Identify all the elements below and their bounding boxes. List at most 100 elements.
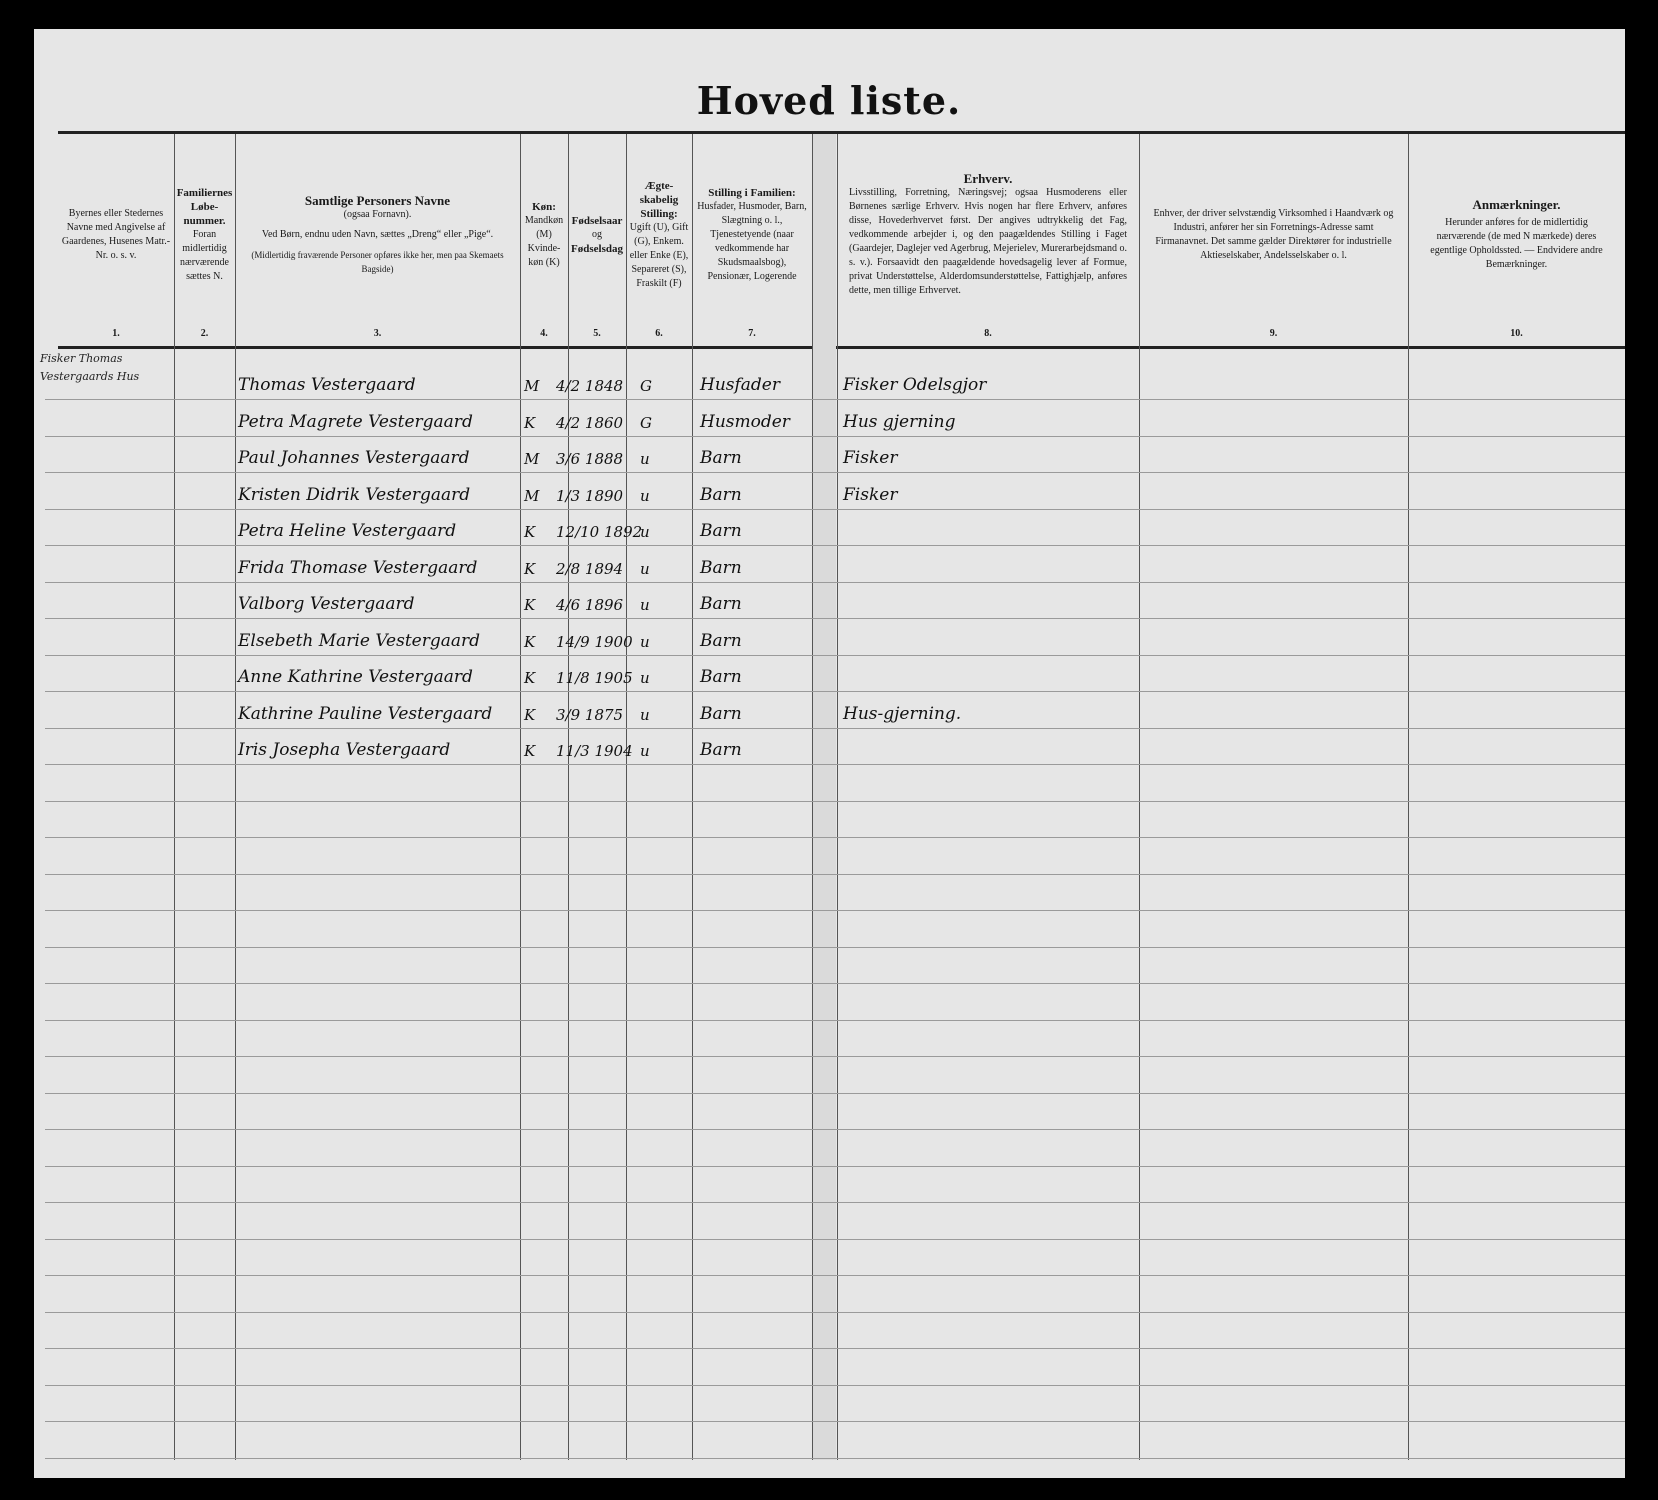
cell-name: Iris Josepha Vestergaard xyxy=(238,740,451,760)
empty-row xyxy=(45,802,1625,838)
column-number: 9. xyxy=(1269,328,1278,339)
header-text: Fødselsdag xyxy=(571,243,623,255)
cell-sex: K xyxy=(524,632,536,651)
empty-row xyxy=(45,1349,1625,1386)
header-col-6: Ægte-skabelig Stilling: Ugift (U), Gift (… xyxy=(626,140,692,330)
cell-position: Barn xyxy=(700,557,742,578)
cell-name: Frida Thomase Vestergaard xyxy=(238,557,478,578)
header-head: Erhverv. xyxy=(963,171,1013,186)
cell-occupation: Hus-gjerning. xyxy=(843,703,962,724)
empty-row xyxy=(45,838,1625,875)
cell-sex: K xyxy=(524,596,536,614)
header-text: Foran midlertidig nærværende sættes N. xyxy=(180,229,229,282)
top-rule xyxy=(58,131,1625,134)
column-divider xyxy=(568,134,569,1460)
cell-marital: u xyxy=(640,559,650,578)
cell-sex: M xyxy=(524,486,540,505)
empty-row xyxy=(45,1240,1625,1276)
cell-occupation: Fisker xyxy=(843,484,898,505)
cell-born: 14/9 1900 xyxy=(556,632,633,651)
cell-name: Petra Magrete Vestergaard xyxy=(238,411,473,432)
cell-born: 4/2 1860 xyxy=(556,413,624,432)
person-row: Thomas Vestergaard M 4/2 1848 G Husfader Fisk… xyxy=(45,364,1625,400)
cell-name: Valborg Vestergaard xyxy=(238,594,415,614)
column-number: 2. xyxy=(200,328,209,339)
header-col-10: Anmærkninger. Herunder anføres for de mid… xyxy=(1408,140,1625,330)
header-head: Samtlige Personers Navne xyxy=(304,193,451,208)
empty-row xyxy=(45,1386,1625,1422)
address-entry: Fisker Thomas Vestergaards Hus xyxy=(40,352,140,383)
cell-occupation: Fisker Odelsgjor xyxy=(843,375,987,395)
cell-sex: K xyxy=(524,559,536,578)
header-col-4: Køn: Mandkøn (M) Kvinde-køn (K) xyxy=(520,140,568,330)
column-number: 7. xyxy=(748,328,756,339)
person-row: Paul Johannes Vestergaard M 3/6 1888 u Barn F… xyxy=(45,437,1625,473)
cell-position: Barn xyxy=(700,484,742,505)
header-text: Ved Børn, endnu uden Navn, sættes „Dreng… xyxy=(261,229,494,240)
cell-name: Kristen Didrik Vestergaard xyxy=(238,484,471,505)
cell-marital: G xyxy=(640,413,652,432)
column-divider xyxy=(812,134,813,1460)
cell-position: Husfader xyxy=(700,375,780,395)
person-row: Valborg Vestergaard K 4/6 1896 u Barn xyxy=(45,583,1625,619)
cell-marital: u xyxy=(640,486,650,505)
header-col-8: Erhverv. Livsstilling, Forretning, Næring… xyxy=(837,140,1139,330)
empty-row xyxy=(45,1130,1625,1167)
empty-row xyxy=(45,1422,1625,1459)
empty-row xyxy=(45,875,1625,911)
cell-born: 2/8 1894 xyxy=(556,559,624,578)
cell-position: Husmoder xyxy=(700,411,790,432)
cell-sex: K xyxy=(524,669,536,687)
header-col-1: Byernes eller Stedernes Navne med Angive… xyxy=(58,140,174,330)
header-text: Enhver, der driver selvstændig Virksomhe… xyxy=(1153,208,1394,261)
cell-marital: u xyxy=(640,596,650,614)
column-number: 10. xyxy=(1510,328,1523,339)
header-col-5: Fødselsaar og Fødselsdag xyxy=(568,140,626,330)
cell-born: 11/3 1904 xyxy=(556,742,633,760)
cell-born: 11/8 1905 xyxy=(556,669,633,687)
cell-marital: u xyxy=(640,669,650,687)
empty-row xyxy=(45,1094,1625,1130)
header-col-3: Samtlige Personers Navne (ogsaa Fornavn).… xyxy=(235,140,520,330)
cell-marital: G xyxy=(640,377,652,395)
person-row: Petra Magrete Vestergaard K 4/2 1860 G Husmo… xyxy=(45,400,1625,437)
cell-position: Barn xyxy=(700,703,742,724)
cell-name: Elsebeth Marie Vestergaard xyxy=(238,630,481,651)
cell-name: Kathrine Pauline Vestergaard xyxy=(238,703,493,724)
cell-position: Barn xyxy=(700,521,742,541)
empty-row xyxy=(45,948,1625,984)
column-divider xyxy=(174,134,175,1460)
column-number: 1. xyxy=(112,328,120,339)
empty-row xyxy=(45,1167,1625,1203)
cell-position: Barn xyxy=(700,594,742,614)
cell-sex: M xyxy=(524,450,540,468)
header-note: (Midlertidig fraværende Personer opføres… xyxy=(251,250,504,274)
cell-marital: u xyxy=(640,742,650,760)
cell-sex: M xyxy=(524,377,540,395)
header-col-7: Stilling i Familien: Husfader, Husmoder, … xyxy=(692,140,812,330)
cell-position: Barn xyxy=(700,667,742,687)
column-number: 8. xyxy=(984,328,992,339)
header-sub: (ogsaa Fornavn). xyxy=(343,209,412,220)
header-rule xyxy=(58,346,1625,349)
page-title: Hoved liste. xyxy=(696,78,962,123)
cell-marital: u xyxy=(640,523,650,541)
empty-row xyxy=(45,1203,1625,1240)
column-divider xyxy=(626,134,627,1460)
cell-marital: u xyxy=(640,632,650,651)
header-col-9: Enhver, der driver selvstændig Virksomhe… xyxy=(1139,140,1408,330)
cell-position: Barn xyxy=(700,448,742,468)
header-text: Byernes eller Stedernes Navne med Angive… xyxy=(61,208,171,261)
cell-sex: K xyxy=(524,742,536,760)
header-text: Husfader, Husmoder, Barn, Slægtning o. l… xyxy=(697,201,807,282)
cell-sex: K xyxy=(524,705,536,724)
person-row: Kristen Didrik Vestergaard M 1/3 1890 u Barn… xyxy=(45,473,1625,510)
person-row: Petra Heline Vestergaard K 12/10 1892 u Barn xyxy=(45,510,1625,546)
cell-born: 1/3 1890 xyxy=(556,486,624,505)
header-head: Ægte-skabelig Stilling: xyxy=(639,180,679,220)
cell-name: Paul Johannes Vestergaard xyxy=(238,448,470,468)
header-text: Ugift (U), Gift (G), Enkem. eller Enke (… xyxy=(629,222,689,289)
column-divider xyxy=(692,134,693,1460)
cell-name: Anne Kathrine Vestergaard xyxy=(238,667,473,687)
column-number: 3. xyxy=(373,328,382,339)
